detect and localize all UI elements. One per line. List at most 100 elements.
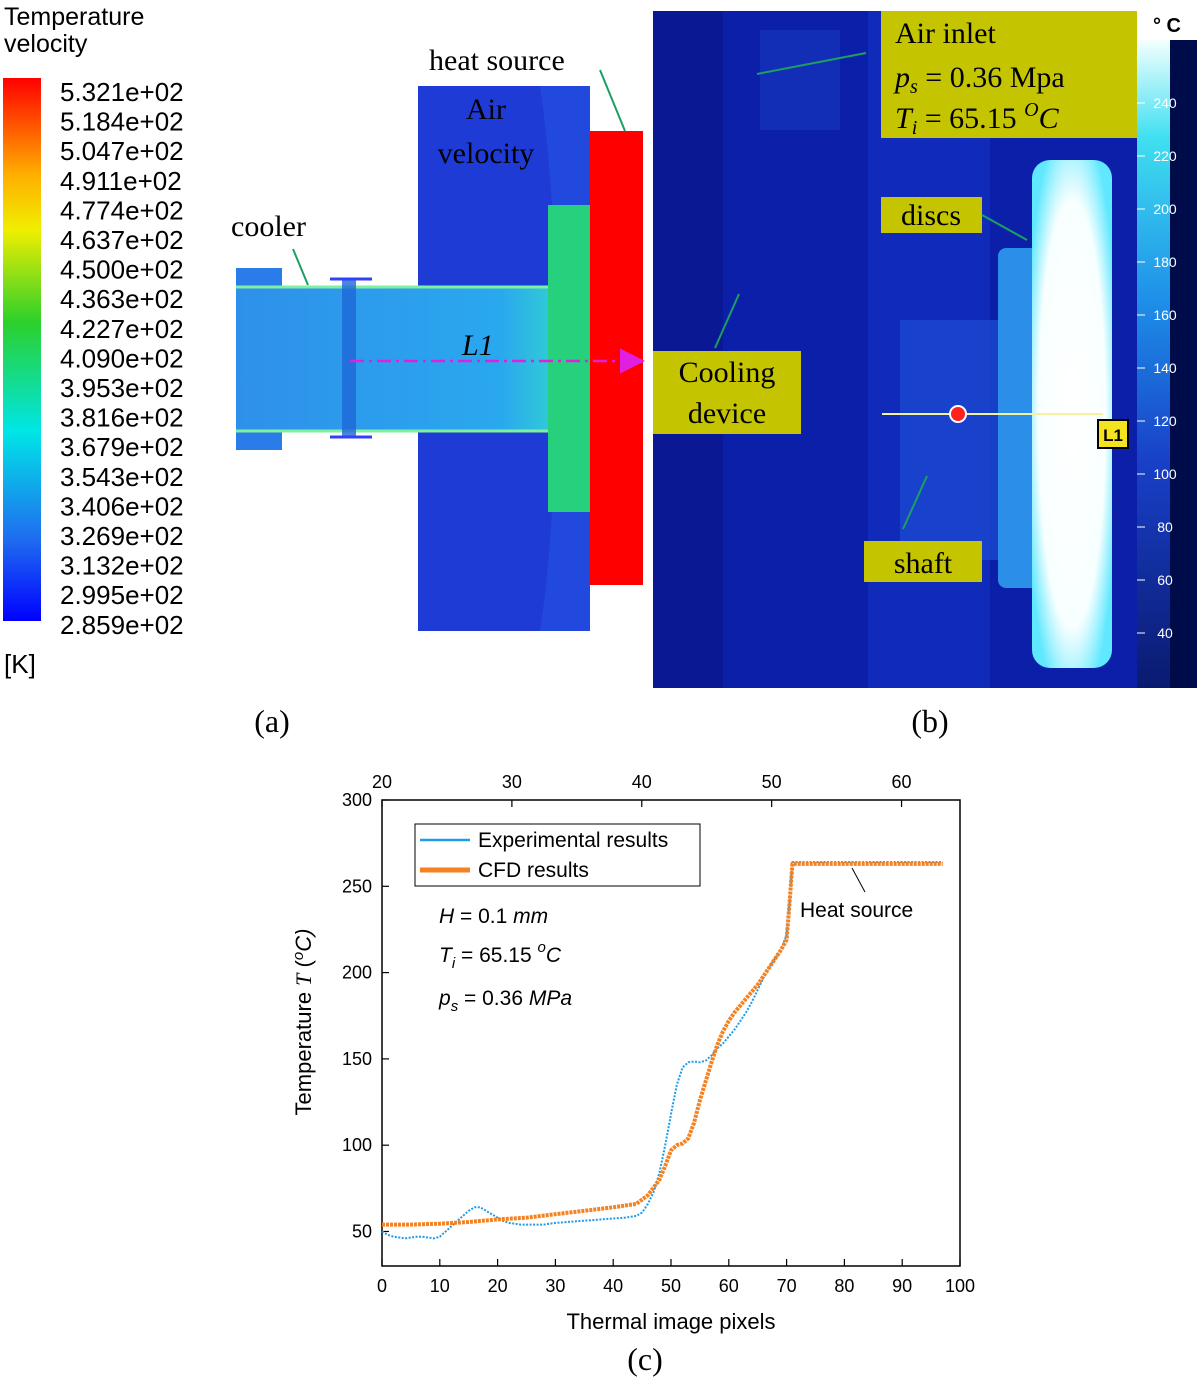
- scale-tick-label: 80: [1157, 519, 1173, 535]
- legend-value: 5.047e+02: [60, 136, 184, 166]
- air-inlet-box: [881, 11, 1137, 138]
- label-ps: ps = 0.36 Mpa: [893, 61, 1065, 98]
- top-tick-label: 20: [372, 772, 392, 792]
- series-cfd-line: [382, 861, 943, 1227]
- leader-heat-source-chart: [851, 867, 866, 893]
- label-cooler: cooler: [231, 210, 306, 243]
- label-cooling: Cooling: [679, 356, 776, 389]
- legend-unit: [K]: [4, 649, 36, 679]
- scale-tick-label: 100: [1153, 466, 1177, 482]
- caption-c: (c): [627, 1341, 663, 1377]
- disc-region: [548, 205, 590, 512]
- color-bar: [3, 78, 41, 621]
- x-tick-label: 90: [892, 1276, 912, 1296]
- x-tick-label: 10: [430, 1276, 450, 1296]
- scale-unit: ° C: [1153, 15, 1181, 37]
- x-tick-label: 30: [545, 1276, 565, 1296]
- legend-value: 4.637e+02: [60, 225, 184, 255]
- top-tick-label: 30: [502, 772, 522, 792]
- air-flow-region-lower: [540, 512, 590, 631]
- y-tick-label: 300: [342, 790, 372, 810]
- scale-tick-label: 240: [1153, 95, 1177, 111]
- annotation-ps: ps = 0.36 MPa: [438, 987, 572, 1015]
- x-tick-label: 20: [488, 1276, 508, 1296]
- scale-tick-label: 220: [1153, 148, 1177, 164]
- legend-value: 2.995e+02: [60, 580, 184, 610]
- top-tick-label: 50: [762, 772, 782, 792]
- label-device: device: [688, 397, 766, 430]
- legend-value: 2.859e+02: [60, 610, 184, 640]
- profile-marker: [949, 405, 967, 423]
- x-tick-label: 40: [603, 1276, 623, 1296]
- annotation-h: H = 0.1 mm: [439, 905, 548, 928]
- top-tick-label: 60: [892, 772, 912, 792]
- legend-value: 4.911e+02: [60, 166, 182, 196]
- y-tick-label: 200: [342, 963, 372, 983]
- x-tick-label: 100: [945, 1276, 975, 1296]
- label-air-inlet: Air inlet: [895, 17, 996, 50]
- legend-title-velocity: velocity: [4, 30, 88, 58]
- label-air-velocity: velocity: [438, 137, 535, 170]
- thermal-shaft: [900, 320, 1000, 560]
- shaft-region: [236, 287, 548, 431]
- air-flow-region: [540, 86, 590, 205]
- label-heat-source: heat source: [429, 44, 565, 77]
- y-tick-label: 50: [352, 1221, 372, 1241]
- legend-value: 3.132e+02: [60, 551, 184, 581]
- legend-value: 3.543e+02: [60, 462, 184, 492]
- legend-value: 4.227e+02: [60, 314, 184, 344]
- leader-heat-source: [599, 69, 626, 132]
- legend-value: 5.184e+02: [60, 107, 184, 137]
- scale-tick-label: 180: [1153, 254, 1177, 270]
- scale-tick-label: 40: [1157, 625, 1173, 641]
- legend-experimental: Experimental results: [478, 829, 668, 852]
- legend-values: 5.321e+025.184e+025.047e+024.911e+024.77…: [60, 77, 184, 640]
- marker-l1-box: [1097, 419, 1129, 449]
- thermal-disc-small: [998, 248, 1043, 588]
- chart-axes: 0 10 20 30 40 50 60 70 80 90 100501001502002503002…: [342, 772, 975, 1296]
- panel-b: ° C 240 220 200 180 160 140 120 100 80 60 40 L1 Ai…: [653, 11, 1197, 739]
- scale-tick-label: 60: [1157, 572, 1173, 588]
- caption-a: (a): [254, 703, 290, 739]
- label-ti: Ti = 65.15 OC: [895, 99, 1060, 139]
- annotation-ti: Ti = 65.15 oC: [439, 939, 562, 972]
- legend-value: 4.500e+02: [60, 255, 184, 285]
- flange: [342, 278, 356, 438]
- scale-ticks: 240 220 200 180 160 140 120 100 80 60 40: [1137, 95, 1177, 641]
- discs-box: [881, 197, 982, 233]
- legend-value: 3.406e+02: [60, 491, 184, 521]
- legend-value: 4.363e+02: [60, 284, 184, 314]
- scale-tick-label: 140: [1153, 360, 1177, 376]
- scale-unit-box: [1137, 11, 1197, 40]
- series-experimental-line: [381, 861, 943, 1240]
- scale-tick-label: 200: [1153, 201, 1177, 217]
- legend-value: 4.774e+02: [60, 195, 184, 225]
- scale-tick-label: 120: [1153, 413, 1177, 429]
- label-l1: L1: [461, 329, 494, 362]
- x-tick-label: 60: [719, 1276, 739, 1296]
- thermal-left-band: [653, 11, 723, 688]
- leader-air-inlet: [756, 52, 867, 75]
- legend-title-temperature: Temperature: [4, 3, 144, 31]
- legend-value: 3.679e+02: [60, 432, 184, 462]
- label-shaft: shaft: [894, 547, 953, 580]
- leader-cooler: [292, 248, 309, 286]
- y-tick-label: 150: [342, 1049, 372, 1069]
- label-air: Air: [466, 93, 506, 126]
- label-discs: discs: [901, 199, 961, 232]
- y-axis-label: Temperature T (oC): [290, 929, 316, 1116]
- x-tick-label: 70: [777, 1276, 797, 1296]
- legend-value: 3.816e+02: [60, 403, 184, 433]
- panel-c: 0 10 20 30 40 50 60 70 80 90 100501001502002503002…: [290, 772, 975, 1377]
- shaft-box: [864, 541, 982, 582]
- x-tick-label: 0: [377, 1276, 387, 1296]
- y-tick-label: 100: [342, 1135, 372, 1155]
- thermal-inlet-glow: [760, 30, 840, 130]
- panel-a: Temperature velocity 5.321e+025.184e+025…: [3, 3, 645, 739]
- x-tick-label: 50: [661, 1276, 681, 1296]
- scale-tick-label: 160: [1153, 307, 1177, 323]
- y-tick-label: 250: [342, 876, 372, 896]
- cooling-device-box: [653, 351, 801, 434]
- heat-source-block: [590, 131, 643, 585]
